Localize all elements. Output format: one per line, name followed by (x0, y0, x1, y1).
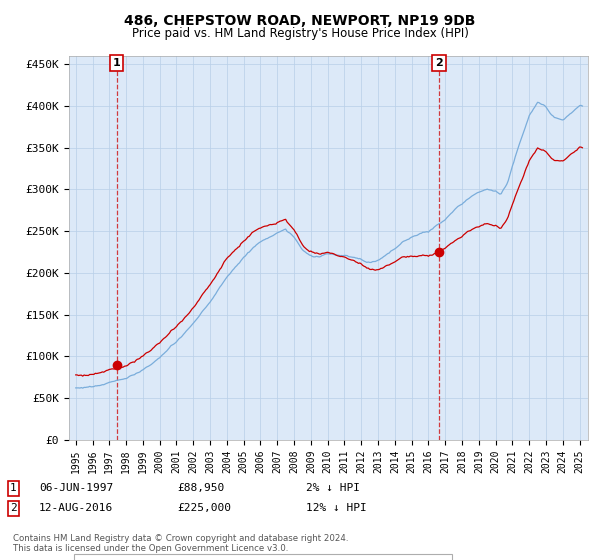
Text: 486, CHEPSTOW ROAD, NEWPORT, NP19 9DB: 486, CHEPSTOW ROAD, NEWPORT, NP19 9DB (124, 14, 476, 28)
Text: 2% ↓ HPI: 2% ↓ HPI (306, 483, 360, 493)
Legend: 486, CHEPSTOW ROAD, NEWPORT, NP19 9DB (detached house), HPI: Average price, deta: 486, CHEPSTOW ROAD, NEWPORT, NP19 9DB (d… (74, 554, 452, 560)
Text: 2: 2 (10, 503, 17, 514)
Text: 2: 2 (435, 58, 443, 68)
Text: £88,950: £88,950 (177, 483, 224, 493)
Text: 06-JUN-1997: 06-JUN-1997 (39, 483, 113, 493)
Text: Price paid vs. HM Land Registry's House Price Index (HPI): Price paid vs. HM Land Registry's House … (131, 27, 469, 40)
Text: £225,000: £225,000 (177, 503, 231, 514)
Text: 12-AUG-2016: 12-AUG-2016 (39, 503, 113, 514)
Text: 1: 1 (10, 483, 17, 493)
Text: 1: 1 (113, 58, 121, 68)
Text: 12% ↓ HPI: 12% ↓ HPI (306, 503, 367, 514)
Text: Contains HM Land Registry data © Crown copyright and database right 2024.
This d: Contains HM Land Registry data © Crown c… (13, 534, 349, 553)
